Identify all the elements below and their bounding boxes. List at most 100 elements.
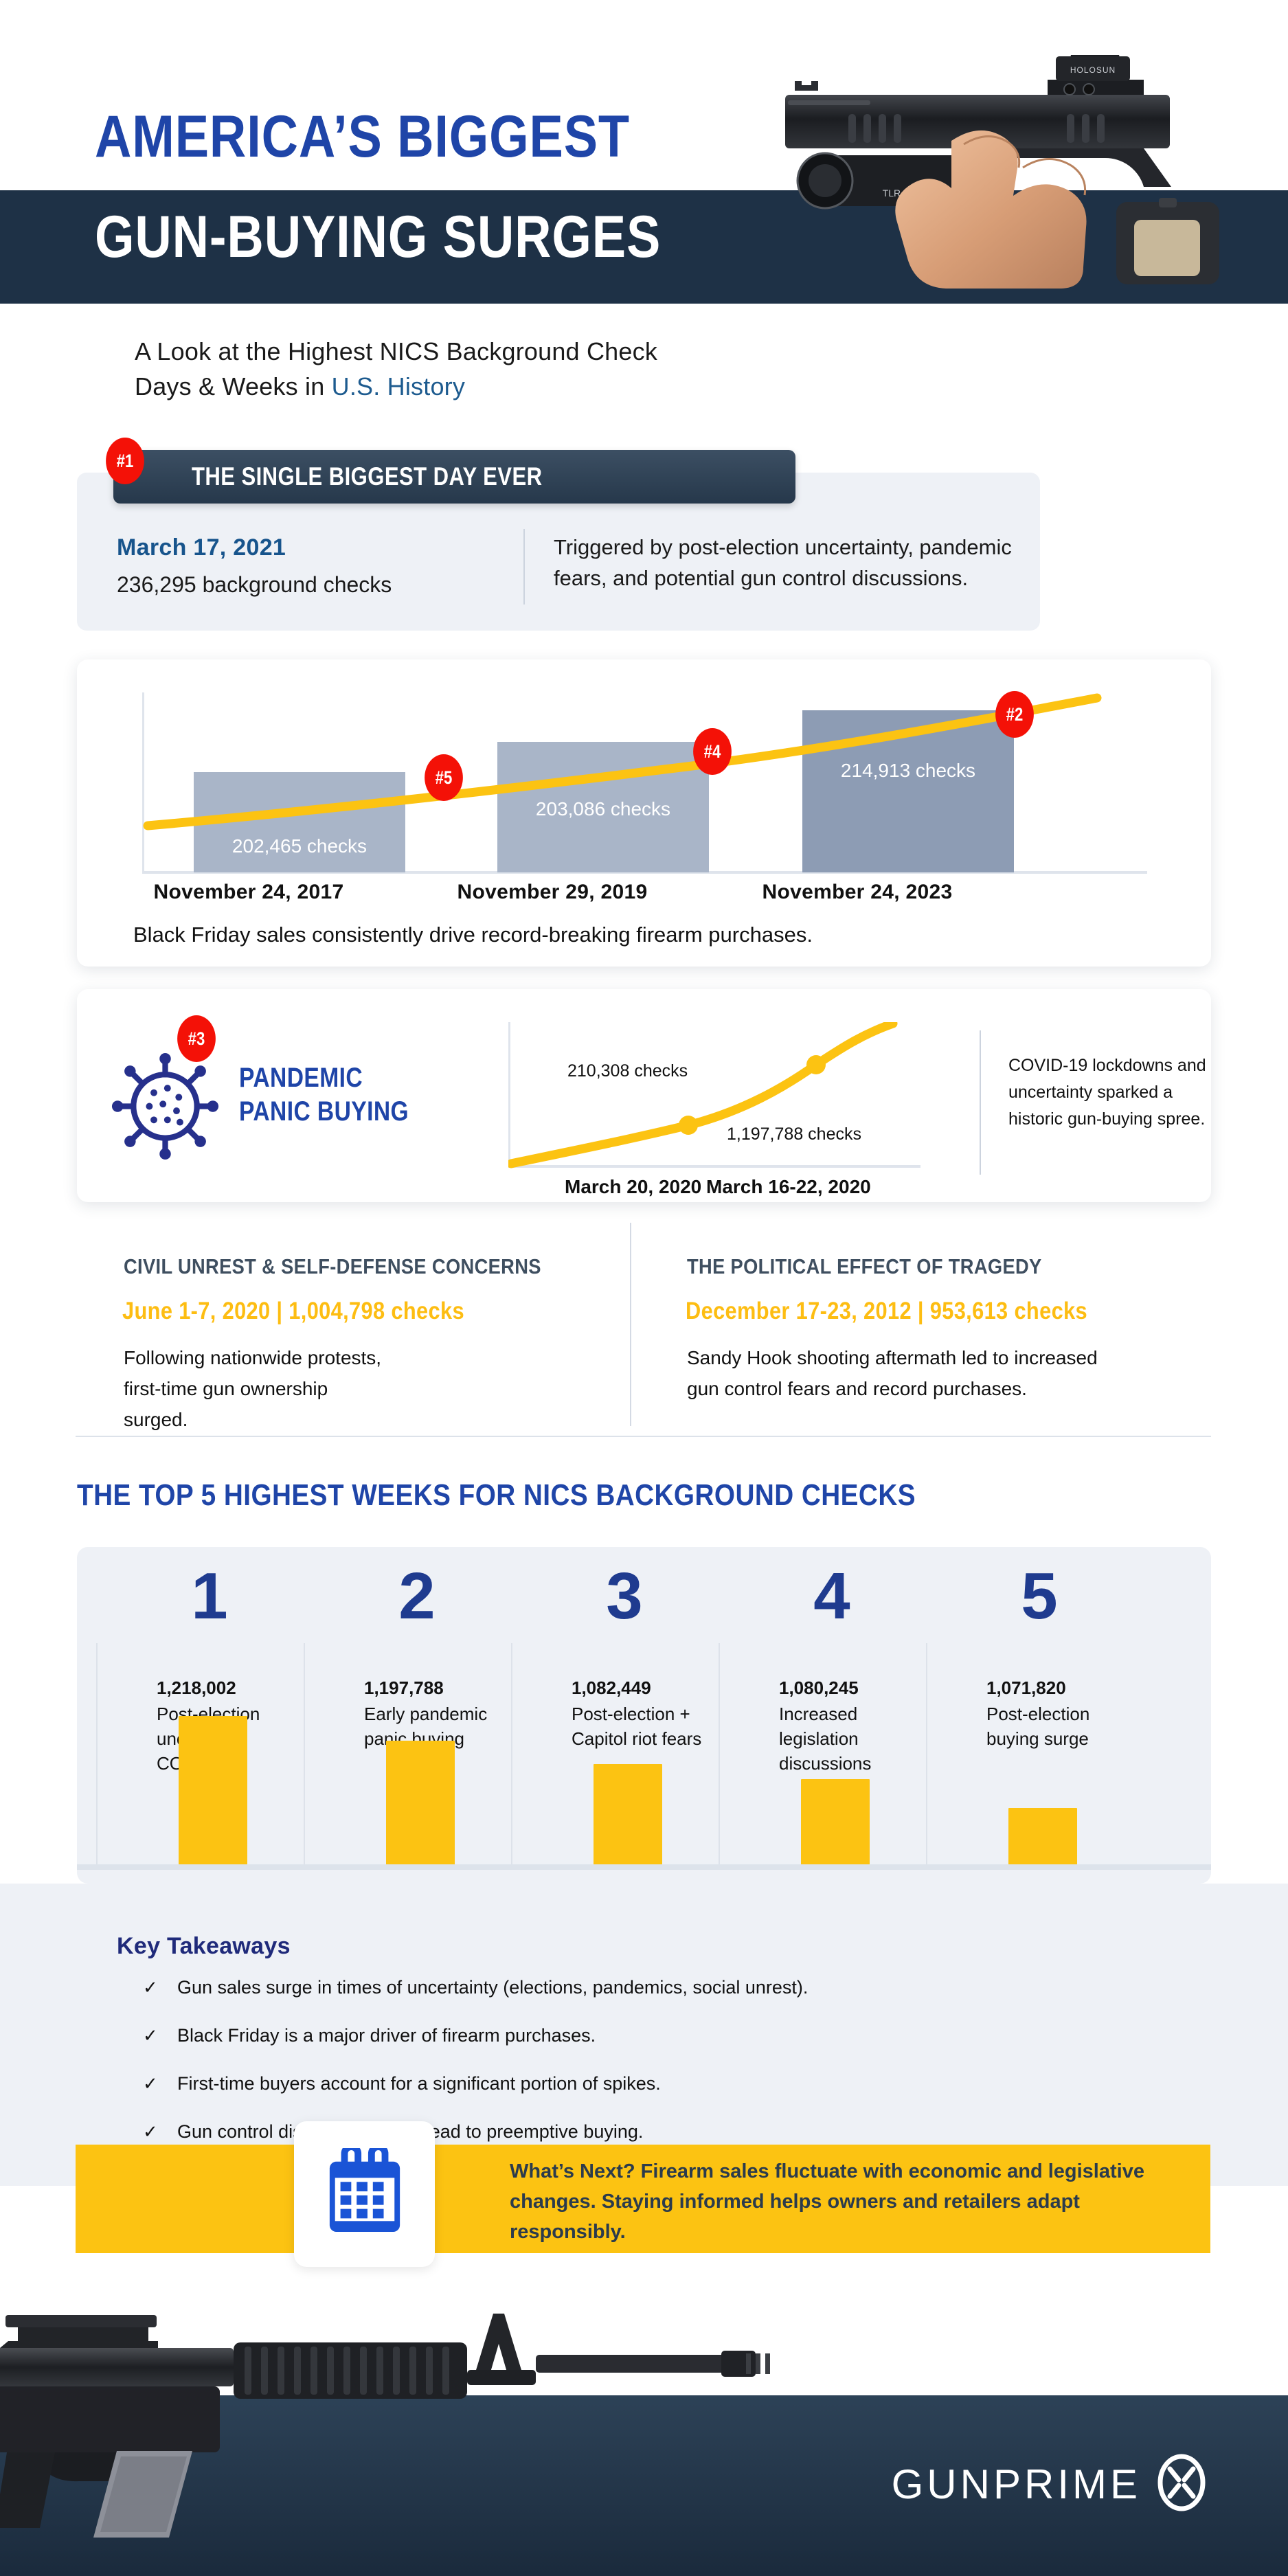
top5-separator bbox=[96, 1643, 98, 1870]
top5-rank-4: 4 bbox=[813, 1559, 850, 1633]
column-2-stat: December 17-23, 2012 | 953,613 checks bbox=[686, 1298, 1088, 1324]
page-title-line-1: AMERICA’S BIGGEST bbox=[95, 104, 630, 170]
black-friday-trend-line bbox=[143, 693, 1102, 831]
pandemic-point1-label: 210,308 checks bbox=[567, 1061, 688, 1081]
black-friday-chart-card: 202,465 checks 203,086 checks 214,913 ch… bbox=[77, 659, 1211, 967]
pandemic-trend-line bbox=[508, 1022, 898, 1168]
chart-y-axis bbox=[142, 692, 144, 872]
gunprime-logo[interactable]: GUNPRIME bbox=[892, 2454, 1207, 2515]
check-icon: ✓ bbox=[143, 1977, 158, 1998]
rank-badge-3: #3 bbox=[177, 1015, 216, 1062]
pandemic-divider bbox=[980, 1030, 981, 1175]
chart-x-axis bbox=[142, 871, 1147, 874]
key-takeaway-item-2: Black Friday is a major driver of firear… bbox=[177, 2025, 596, 2046]
top5-desc-3: Post-election + Capitol riot fears bbox=[572, 1704, 702, 1749]
crosshair-icon bbox=[1156, 2454, 1207, 2515]
pandemic-title-line-2: PANIC BUYING bbox=[239, 1096, 409, 1127]
top5-desc-4: Increased legislation discussions bbox=[779, 1704, 872, 1774]
check-icon: ✓ bbox=[143, 2025, 158, 2046]
biggest-day-ribbon: THE SINGLE BIGGEST DAY EVER bbox=[113, 450, 795, 504]
top5-number-2: 1,197,788 bbox=[364, 1677, 444, 1698]
column-1-body: Following nationwide protests, first-tim… bbox=[124, 1347, 382, 1430]
key-takeaways-background bbox=[0, 1884, 1288, 2186]
top5-number-4: 1,080,245 bbox=[779, 1677, 859, 1698]
whats-next-icon-box bbox=[294, 2121, 435, 2267]
xlabel-2017: November 24, 2017 bbox=[153, 881, 344, 903]
ar15-rifle-photo bbox=[0, 2267, 804, 2542]
top5-rank-5: 5 bbox=[1021, 1559, 1058, 1633]
rank-badge-1: #1 bbox=[106, 438, 144, 484]
top5-column-5: 5 1,071,820 Post-election buying surge bbox=[926, 1547, 1153, 1884]
coronavirus-icon bbox=[109, 1050, 222, 1163]
rank-badge-2: #2 bbox=[995, 691, 1034, 738]
subtitle-line-1: A Look at the Highest NICS Background Ch… bbox=[135, 337, 658, 365]
top5-column-4: 4 1,080,245 Increased legislation discus… bbox=[719, 1547, 945, 1884]
top5-desc-2: Early pandemic panic buying bbox=[364, 1704, 488, 1749]
top5-rank-1: 1 bbox=[191, 1559, 228, 1633]
pandemic-title-line-1: PANDEMIC bbox=[239, 1063, 363, 1093]
check-icon: ✓ bbox=[143, 2121, 158, 2142]
pandemic-x-axis bbox=[508, 1165, 920, 1168]
top5-bar-2 bbox=[386, 1741, 455, 1868]
pandemic-point2-date: March 16-22, 2020 bbox=[706, 1176, 871, 1197]
top5-number-5: 1,071,820 bbox=[986, 1677, 1066, 1698]
rank-badge-4: #4 bbox=[693, 728, 732, 775]
column-1-stat: June 1-7, 2020 | 1,004,798 checks bbox=[122, 1298, 464, 1324]
biggest-day-checks: 236,295 background checks bbox=[117, 572, 392, 597]
xlabel-2019: November 29, 2019 bbox=[457, 881, 648, 903]
check-icon: ✓ bbox=[143, 2073, 158, 2094]
biggest-day-ribbon-title: THE SINGLE BIGGEST DAY EVER bbox=[192, 462, 543, 490]
top5-column-2: 2 1,197,788 Early pandemic panic buying bbox=[304, 1547, 530, 1884]
whats-next-text: What’s Next? Firearm sales fluctuate wit… bbox=[510, 2160, 1144, 2244]
column-1-heading: CIVIL UNREST & SELF-DEFENSE CONCERNS bbox=[124, 1254, 541, 1278]
column-2-heading: THE POLITICAL EFFECT OF TRAGEDY bbox=[687, 1254, 1042, 1278]
key-takeaway-item-1: Gun sales surge in times of uncertainty … bbox=[177, 1977, 809, 1998]
subtitle-line-2: Days & Weeks in bbox=[135, 372, 332, 401]
black-friday-caption: Black Friday sales consistently drive re… bbox=[133, 923, 813, 947]
pandemic-title: PANDEMIC PANIC BUYING bbox=[239, 1061, 409, 1129]
top5-separator bbox=[511, 1643, 512, 1870]
top5-bar-5 bbox=[1008, 1808, 1077, 1868]
top5-column-3: 3 1,082,449 Post-election + Capitol riot… bbox=[511, 1547, 738, 1884]
biggest-day-description: Triggered by post-election uncertainty, … bbox=[554, 535, 1012, 590]
xlabel-2023: November 24, 2023 bbox=[762, 881, 953, 903]
bar-label-2023: 214,913 checks bbox=[840, 760, 976, 781]
bar-label-2017: 202,465 checks bbox=[231, 835, 368, 857]
gunprime-logo-text: GUNPRIME bbox=[891, 2461, 1141, 2507]
section-rule bbox=[76, 1436, 1211, 1437]
top5-bar-4 bbox=[801, 1779, 870, 1868]
top5-rank-3: 3 bbox=[606, 1559, 643, 1633]
whats-next-band bbox=[76, 2145, 1210, 2253]
biggest-day-date: March 17, 2021 bbox=[117, 534, 286, 561]
page-header: AMERICA’S BIGGEST GUN-BUYING SURGES bbox=[0, 0, 1288, 400]
svg-text:HOLOSUN: HOLOSUN bbox=[1070, 65, 1116, 75]
pandemic-point2-label: 1,197,788 checks bbox=[727, 1125, 861, 1144]
pandemic-description: COVID-19 lockdowns and uncertainty spark… bbox=[1008, 1056, 1206, 1129]
top5-desc-5: Post-election buying surge bbox=[986, 1704, 1090, 1749]
top5-number-3: 1,082,449 bbox=[572, 1677, 651, 1698]
top5-section-title: THE TOP 5 HIGHEST WEEKS FOR NICS BACKGRO… bbox=[77, 1478, 916, 1512]
page-subtitle: A Look at the Highest NICS Background Ch… bbox=[135, 334, 657, 404]
column-2-body: Sandy Hook shooting aftermath led to inc… bbox=[687, 1347, 1098, 1399]
key-takeaways-title: Key Takeaways bbox=[117, 1933, 291, 1959]
top5-bar-1 bbox=[179, 1716, 247, 1868]
top5-number-1: 1,218,002 bbox=[157, 1677, 236, 1698]
top5-rank-2: 2 bbox=[398, 1559, 436, 1633]
rank-badge-5: #5 bbox=[425, 754, 463, 801]
page-title-line-2: GUN-BUYING SURGES bbox=[95, 204, 662, 270]
top5-baseline bbox=[77, 1864, 1211, 1870]
subtitle-highlight: U.S. History bbox=[331, 372, 466, 401]
pandemic-point1-date: March 20, 2020 bbox=[565, 1176, 702, 1197]
top5-separator bbox=[926, 1643, 927, 1870]
bar-2019: 203,086 checks bbox=[497, 742, 709, 872]
top5-separator bbox=[304, 1643, 305, 1870]
bar-label-2019: 203,086 checks bbox=[535, 798, 671, 820]
calendar-icon bbox=[324, 2143, 405, 2241]
key-takeaway-item-3: First-time buyers account for a signific… bbox=[177, 2073, 661, 2094]
biggest-day-divider bbox=[523, 529, 525, 605]
top5-column-1: 1 1,218,002 Post-election uncertainty, C… bbox=[96, 1547, 323, 1884]
two-column-divider bbox=[630, 1223, 631, 1426]
top5-bar-3 bbox=[594, 1764, 662, 1868]
top5-separator bbox=[719, 1643, 720, 1870]
pandemic-y-axis bbox=[508, 1022, 510, 1166]
